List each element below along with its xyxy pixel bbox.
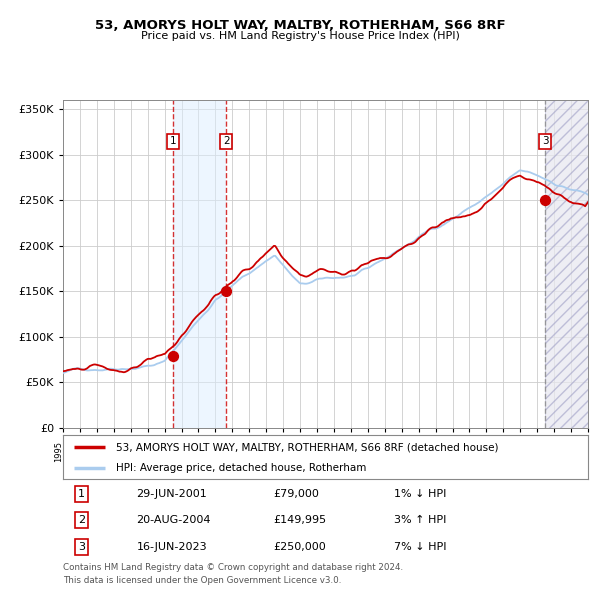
Text: 2014: 2014 xyxy=(376,441,385,462)
Text: 2019: 2019 xyxy=(460,441,469,462)
Text: 2008: 2008 xyxy=(274,441,283,462)
Text: 2015: 2015 xyxy=(393,441,402,462)
Text: 2001: 2001 xyxy=(155,441,164,462)
Text: 2023: 2023 xyxy=(528,441,537,462)
Text: 2020: 2020 xyxy=(478,441,487,462)
Text: 2010: 2010 xyxy=(308,441,317,462)
Text: 1996: 1996 xyxy=(71,441,80,462)
Point xyxy=(540,196,550,205)
Text: 2022: 2022 xyxy=(511,441,520,462)
Text: 2: 2 xyxy=(223,136,230,146)
Text: £250,000: £250,000 xyxy=(273,542,326,552)
Text: Contains HM Land Registry data © Crown copyright and database right 2024.: Contains HM Land Registry data © Crown c… xyxy=(63,563,403,572)
Text: 29-JUN-2001: 29-JUN-2001 xyxy=(137,489,207,499)
Text: 2002: 2002 xyxy=(173,441,182,462)
Text: 2009: 2009 xyxy=(291,441,300,462)
Bar xyxy=(173,100,226,428)
Text: £149,995: £149,995 xyxy=(273,516,326,525)
Text: 2004: 2004 xyxy=(206,441,215,462)
Text: 1997: 1997 xyxy=(88,441,97,462)
Text: 2016: 2016 xyxy=(410,441,419,462)
Text: 2018: 2018 xyxy=(443,441,452,462)
Text: 2011: 2011 xyxy=(325,441,334,462)
Text: 1995: 1995 xyxy=(54,441,63,462)
Text: 1: 1 xyxy=(170,136,176,146)
Text: 2021: 2021 xyxy=(494,441,503,462)
Text: 16-JUN-2023: 16-JUN-2023 xyxy=(137,542,207,552)
Text: 2003: 2003 xyxy=(190,441,199,462)
Text: 3: 3 xyxy=(78,542,85,552)
Text: 2017: 2017 xyxy=(427,441,436,462)
Text: 1% ↓ HPI: 1% ↓ HPI xyxy=(394,489,446,499)
Text: 2013: 2013 xyxy=(359,441,368,462)
Text: 2024: 2024 xyxy=(545,441,554,462)
Text: Price paid vs. HM Land Registry's House Price Index (HPI): Price paid vs. HM Land Registry's House … xyxy=(140,31,460,41)
Bar xyxy=(545,100,588,428)
Text: 2: 2 xyxy=(78,516,85,525)
Text: 2026: 2026 xyxy=(579,441,588,462)
Text: 53, AMORYS HOLT WAY, MALTBY, ROTHERHAM, S66 8RF (detached house): 53, AMORYS HOLT WAY, MALTBY, ROTHERHAM, … xyxy=(115,442,498,452)
Text: 7% ↓ HPI: 7% ↓ HPI xyxy=(394,542,446,552)
Text: 3% ↑ HPI: 3% ↑ HPI xyxy=(394,516,446,525)
Text: 3: 3 xyxy=(542,136,548,146)
Text: This data is licensed under the Open Government Licence v3.0.: This data is licensed under the Open Gov… xyxy=(63,576,341,585)
Text: 2007: 2007 xyxy=(257,441,266,462)
Text: HPI: Average price, detached house, Rotherham: HPI: Average price, detached house, Roth… xyxy=(115,463,366,473)
Text: 2012: 2012 xyxy=(342,441,351,462)
Text: £79,000: £79,000 xyxy=(273,489,319,499)
Point xyxy=(221,287,231,296)
Text: 2000: 2000 xyxy=(139,441,148,462)
Point xyxy=(168,351,178,360)
Text: 1: 1 xyxy=(78,489,85,499)
Text: 2005: 2005 xyxy=(223,441,232,462)
Text: 1998: 1998 xyxy=(105,441,114,462)
Text: 53, AMORYS HOLT WAY, MALTBY, ROTHERHAM, S66 8RF: 53, AMORYS HOLT WAY, MALTBY, ROTHERHAM, … xyxy=(95,19,505,32)
Text: 20-AUG-2004: 20-AUG-2004 xyxy=(137,516,211,525)
Text: 2006: 2006 xyxy=(240,441,249,462)
Text: 1999: 1999 xyxy=(122,441,131,462)
Text: 2025: 2025 xyxy=(562,441,571,462)
